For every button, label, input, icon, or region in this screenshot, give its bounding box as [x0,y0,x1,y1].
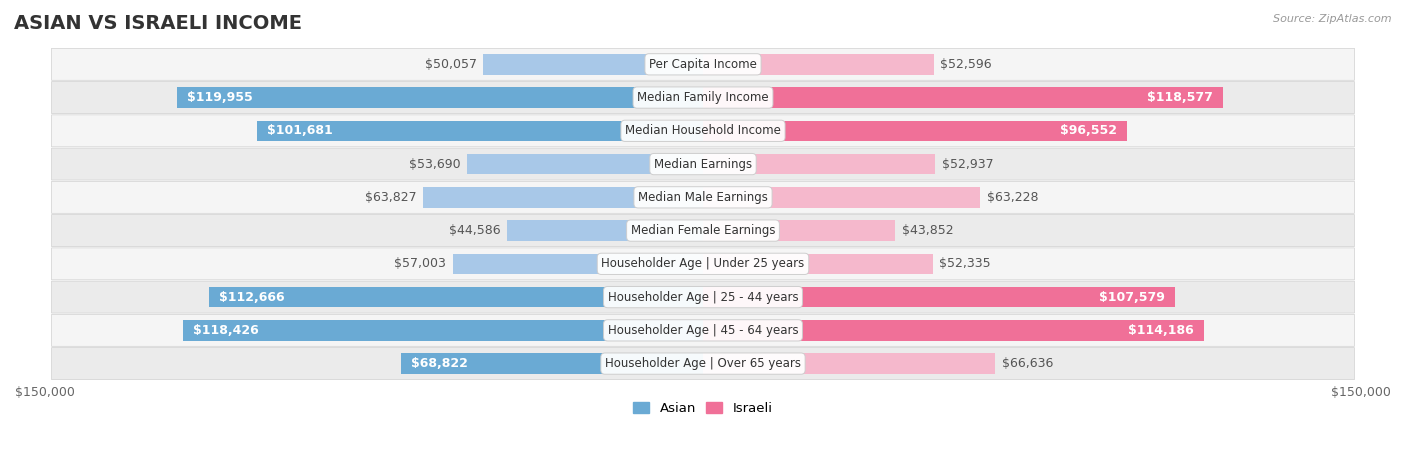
FancyBboxPatch shape [52,215,1354,247]
Bar [508,220,703,241]
Bar [177,87,703,108]
Bar [703,187,980,208]
Text: $68,822: $68,822 [411,357,468,370]
Text: $96,552: $96,552 [1060,124,1116,137]
Bar [208,287,703,307]
Bar [484,54,703,75]
Text: $50,057: $50,057 [425,58,477,71]
Text: $118,426: $118,426 [194,324,259,337]
Text: $114,186: $114,186 [1129,324,1194,337]
Bar [423,187,703,208]
Text: $63,827: $63,827 [364,191,416,204]
Text: $44,586: $44,586 [449,224,501,237]
Bar [703,354,995,374]
Text: $112,666: $112,666 [218,290,284,304]
Text: Median Female Earnings: Median Female Earnings [631,224,775,237]
Bar [401,354,703,374]
Text: Source: ZipAtlas.com: Source: ZipAtlas.com [1274,14,1392,24]
Text: $52,596: $52,596 [941,58,993,71]
Bar [703,287,1175,307]
FancyBboxPatch shape [52,148,1354,180]
Text: Householder Age | 45 - 64 years: Householder Age | 45 - 64 years [607,324,799,337]
Text: $57,003: $57,003 [395,257,446,270]
Bar [453,254,703,274]
Bar [703,120,1126,141]
Text: Householder Age | Under 25 years: Householder Age | Under 25 years [602,257,804,270]
Text: ASIAN VS ISRAELI INCOME: ASIAN VS ISRAELI INCOME [14,14,302,33]
Bar [467,154,703,174]
Text: $101,681: $101,681 [267,124,333,137]
Bar [183,320,703,340]
Text: $66,636: $66,636 [1002,357,1053,370]
Bar [703,87,1223,108]
Bar [703,154,935,174]
Text: Median Household Income: Median Household Income [626,124,780,137]
Text: $118,577: $118,577 [1147,91,1213,104]
Text: Per Capita Income: Per Capita Income [650,58,756,71]
Text: Median Earnings: Median Earnings [654,157,752,170]
FancyBboxPatch shape [52,82,1354,113]
Text: $63,228: $63,228 [987,191,1039,204]
FancyBboxPatch shape [52,115,1354,147]
Text: Median Male Earnings: Median Male Earnings [638,191,768,204]
Text: Householder Age | 25 - 44 years: Householder Age | 25 - 44 years [607,290,799,304]
FancyBboxPatch shape [52,49,1354,80]
Bar [703,54,934,75]
Text: $52,335: $52,335 [939,257,991,270]
FancyBboxPatch shape [52,281,1354,313]
Legend: Asian, Israeli: Asian, Israeli [628,396,778,420]
FancyBboxPatch shape [52,248,1354,280]
Text: $52,937: $52,937 [942,157,994,170]
Text: $119,955: $119,955 [187,91,252,104]
Bar [703,220,896,241]
Bar [703,254,932,274]
Text: $43,852: $43,852 [903,224,953,237]
Bar [257,120,703,141]
FancyBboxPatch shape [52,314,1354,347]
Text: Median Family Income: Median Family Income [637,91,769,104]
Bar [703,320,1204,340]
FancyBboxPatch shape [52,347,1354,380]
Text: Householder Age | Over 65 years: Householder Age | Over 65 years [605,357,801,370]
Text: $107,579: $107,579 [1099,290,1166,304]
Text: $53,690: $53,690 [409,157,461,170]
FancyBboxPatch shape [52,181,1354,213]
